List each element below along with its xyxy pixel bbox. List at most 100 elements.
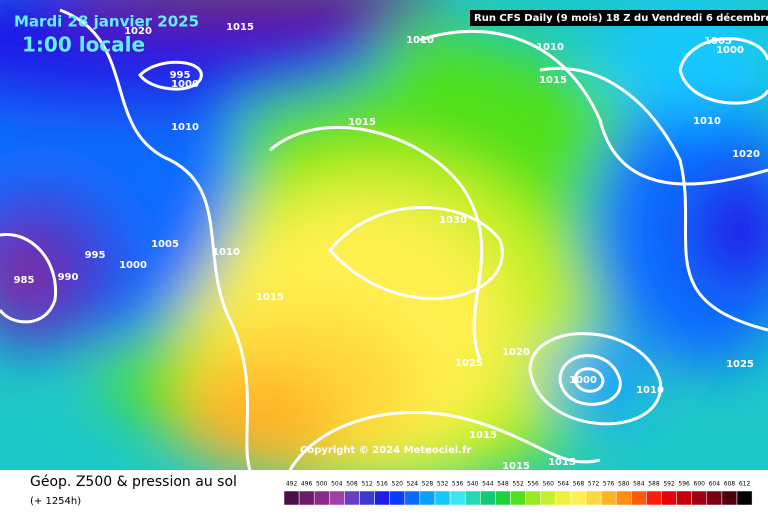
footer-lead: (+ 1254h) (30, 496, 81, 507)
colorbar-cell (570, 490, 587, 506)
isobar-label: 1005 (704, 36, 732, 47)
colorbar-cell (313, 490, 330, 506)
colorbar-cell (646, 490, 662, 506)
isobar-label: 1015 (502, 461, 530, 472)
colorbar-label: 540 (467, 481, 479, 488)
run-info: Run CFS Daily (9 mois) 18 Z du Vendredi … (474, 12, 768, 24)
isobar-label: 995 (170, 70, 191, 81)
isobar-label: 1010 (212, 247, 240, 258)
isobar-label: 1000 (119, 260, 147, 271)
isobar-label: 985 (14, 275, 35, 286)
colorbar-cell (419, 490, 436, 506)
colorbar-label: 592 (663, 481, 675, 488)
isobar-label: 1010 (171, 122, 199, 133)
isobar-label: 1000 (716, 45, 744, 56)
colorbar-cell (464, 490, 481, 506)
colorbar-cell (374, 490, 390, 506)
isobar-label: 1000 (569, 375, 597, 386)
isobar-label: 1010 (406, 35, 434, 46)
isobar-label: 1000 (171, 79, 199, 90)
isobar-label: 1025 (455, 358, 483, 369)
colorbar-label: 572 (588, 481, 600, 488)
colorbar-cell (329, 490, 345, 506)
colorbar-label: 496 (301, 481, 313, 488)
isobar-label: 1010 (693, 116, 721, 127)
colorbar-cell (691, 490, 708, 506)
colorbar-cell (721, 490, 738, 506)
run-banner (470, 10, 768, 26)
colorbar-label: 516 (376, 481, 388, 488)
isobar-label: 1025 (726, 359, 754, 370)
isobar-label: 1015 (548, 457, 576, 468)
colorbar-label: 532 (437, 481, 449, 488)
copyright: Copyright © 2024 Meteociel.fr (300, 445, 471, 456)
colorbar-label: 596 (678, 481, 690, 488)
colorbar-label: 504 (331, 481, 343, 488)
isobar-label: 1020 (732, 149, 760, 160)
isobar-label: 1015 (256, 292, 284, 303)
colorbar-cell (298, 490, 315, 506)
colorbar-label: 564 (558, 481, 570, 488)
colorbar-cell (480, 490, 496, 506)
isobar-label: 1015 (469, 430, 497, 441)
colorbar-label: 524 (407, 481, 419, 488)
colorbar-label: 548 (497, 481, 509, 488)
colorbar-label: 604 (709, 481, 721, 488)
isobar-label: 1030 (439, 215, 467, 226)
colorbar-cell (389, 490, 406, 506)
colorbar-label: 500 (316, 481, 328, 488)
colorbar-label: 588 (648, 481, 660, 488)
colorbar-label: 600 (694, 481, 706, 488)
colorbar-cell (631, 490, 647, 506)
colorbar-label: 584 (633, 481, 645, 488)
isobar-label: 1015 (348, 117, 376, 128)
colorbar-label: 528 (422, 481, 434, 488)
isobar-label: 1015 (226, 22, 254, 33)
colorbar-cell (706, 490, 723, 506)
colorbar-label: 560 (543, 481, 555, 488)
isobar-label: 1020 (502, 347, 530, 358)
colorbar-label: 508 (346, 481, 358, 488)
colorbar-label: 556 (527, 481, 539, 488)
colorbar-cell (404, 490, 421, 506)
isobars (0, 8, 768, 471)
colorbar: 492 496 500 504 508 512 516 520 524 528 532 536 540 5… (283, 481, 753, 506)
colorbar-cell (449, 490, 466, 506)
colorbar-label: 608 (724, 481, 736, 488)
date: Mardi 28 janvier 2025 (14, 13, 199, 31)
colorbar-cell (676, 490, 692, 506)
colorbar-label: 536 (452, 481, 464, 488)
colorbar-cell (615, 490, 632, 506)
footer-title: Géop. Z500 & pression au sol (30, 474, 237, 490)
colorbar-cell (283, 490, 300, 506)
colorbar-cell (736, 490, 753, 506)
colorbar-label: 576 (603, 481, 615, 488)
colorbar-label: 580 (618, 481, 630, 488)
colorbar-cell (555, 490, 572, 506)
colorbar-cell (495, 490, 511, 506)
colorbar-cell (661, 490, 677, 506)
colorbar-cell (434, 490, 451, 506)
isobar-label: 1020 (124, 26, 152, 37)
colorbar-label: 612 (739, 481, 751, 488)
isobar-label: 1010 (536, 42, 564, 53)
colorbar-label: 544 (482, 481, 494, 488)
isobar-label: 995 (85, 250, 106, 261)
colorbar-label: 492 (286, 481, 298, 488)
colorbar-cell (510, 490, 526, 506)
isobar-label: 1015 (539, 75, 567, 86)
colorbar-cell (359, 490, 375, 506)
colorbar-label: 552 (512, 481, 524, 488)
time: 1:00 locale (22, 33, 145, 57)
colorbar-cell (525, 490, 541, 506)
colorbar-label: 512 (361, 481, 373, 488)
colorbar-cell (585, 490, 602, 506)
colorbar-cell (600, 490, 617, 506)
isobar-labels: 1015102099510001010101010151010101510051… (14, 22, 760, 472)
isobar-label: 1005 (151, 239, 179, 250)
isobar-label: 990 (58, 272, 79, 283)
colorbar-label: 568 (573, 481, 585, 488)
colorbar-cell (344, 490, 360, 506)
colorbar-cell (540, 490, 557, 506)
